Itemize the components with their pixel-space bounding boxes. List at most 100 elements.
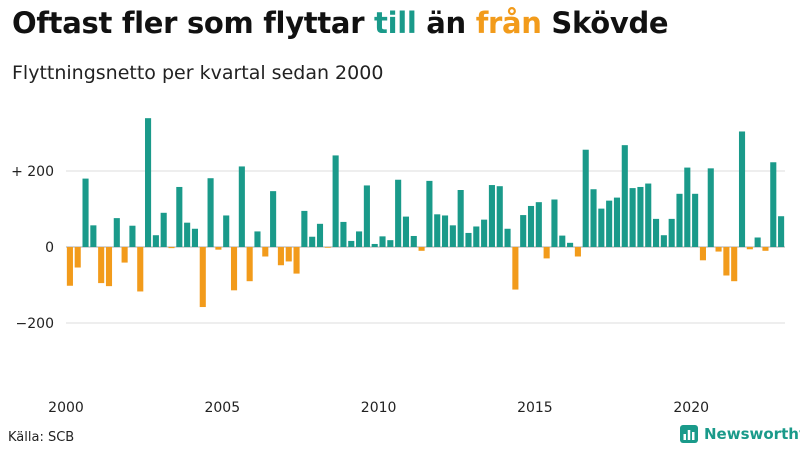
bar [473, 226, 480, 247]
bar [191, 228, 198, 247]
bar [676, 193, 683, 247]
bar [402, 216, 410, 247]
bar [426, 180, 433, 247]
bar [316, 223, 324, 247]
x-tick-label: 2015 [517, 400, 553, 416]
bar [481, 219, 488, 247]
bar [645, 183, 652, 247]
bar [348, 240, 355, 247]
bar [113, 218, 120, 247]
bar [520, 215, 527, 247]
bar [770, 162, 777, 247]
bar [246, 247, 253, 282]
bar [98, 247, 105, 284]
bar [121, 247, 128, 263]
bar [434, 214, 441, 247]
bar [582, 149, 589, 247]
bar [668, 218, 675, 247]
bar [387, 240, 394, 247]
bar [301, 210, 308, 247]
bar [551, 199, 558, 247]
bar [152, 235, 159, 247]
bar [613, 197, 621, 247]
title-highlight-till: till [374, 6, 417, 40]
newsworthy-logo: Newsworthy [680, 425, 800, 443]
bar [395, 179, 402, 247]
y-tick-label: −200 [16, 316, 54, 332]
title-part-5: Skövde [541, 6, 669, 40]
bar [653, 218, 660, 247]
bar [488, 185, 495, 247]
logo-text: Newsworthy [704, 425, 800, 443]
title-part-1: Oftast fler som flyttar [12, 6, 374, 40]
bar [176, 186, 183, 247]
bar [731, 247, 738, 282]
bar [207, 178, 214, 247]
bar [74, 247, 81, 268]
bar [168, 247, 175, 249]
bar [715, 247, 722, 252]
bar [746, 247, 753, 250]
bar [449, 225, 456, 247]
bar [223, 215, 230, 247]
source-note: Källa: SCB [8, 430, 75, 445]
bar [82, 178, 89, 247]
bar [238, 166, 245, 247]
bar [309, 236, 316, 247]
bar [184, 222, 191, 247]
bar [559, 235, 566, 247]
x-tick-label: 2005 [204, 400, 240, 416]
bar [621, 145, 628, 247]
bar [504, 228, 511, 247]
bar [660, 235, 667, 247]
bar [590, 189, 597, 247]
chart-title: Oftast fler som flyttar till än från Skö… [12, 6, 669, 40]
bar [567, 242, 574, 247]
bar [332, 155, 339, 247]
bar [441, 215, 449, 247]
bar [738, 131, 746, 247]
bar [160, 212, 167, 247]
bar [379, 236, 386, 247]
bar [230, 247, 238, 291]
bar [105, 247, 113, 287]
bar [527, 205, 535, 247]
bar [496, 186, 503, 247]
bar [754, 237, 761, 247]
bar-chart-logo-icon [680, 425, 698, 443]
chart-subtitle: Flyttningsnetto per kvartal sedan 2000 [12, 62, 384, 84]
title-part-3: än [416, 6, 476, 40]
bar [90, 225, 97, 247]
bar [285, 247, 292, 262]
bar-chart: + 200 0 −200 2000 2005 2010 2015 2020 [11, 118, 785, 416]
bar [66, 247, 73, 286]
x-tick-label: 2000 [48, 400, 84, 416]
bar [684, 167, 691, 247]
bar [356, 231, 363, 247]
bar [598, 208, 605, 247]
bar [778, 216, 785, 247]
bar [215, 247, 222, 250]
y-tick-label: + 200 [11, 164, 54, 180]
bar [340, 221, 347, 247]
bar [692, 193, 699, 247]
y-tick-label: 0 [45, 240, 54, 256]
bar [129, 225, 136, 247]
bar [418, 247, 425, 251]
title-highlight-fran: från [475, 6, 542, 40]
x-tick-label: 2020 [673, 400, 709, 416]
bar [410, 235, 417, 247]
bar [606, 200, 613, 247]
bar [277, 247, 284, 266]
bar [629, 188, 636, 247]
bar [699, 247, 706, 261]
bar [145, 118, 152, 248]
bar [371, 243, 378, 247]
bar [723, 247, 730, 276]
bar [637, 186, 644, 247]
bar [574, 247, 581, 257]
bar [535, 202, 542, 247]
x-tick-label: 2010 [361, 400, 397, 416]
bar [293, 247, 300, 274]
bar [137, 247, 144, 292]
